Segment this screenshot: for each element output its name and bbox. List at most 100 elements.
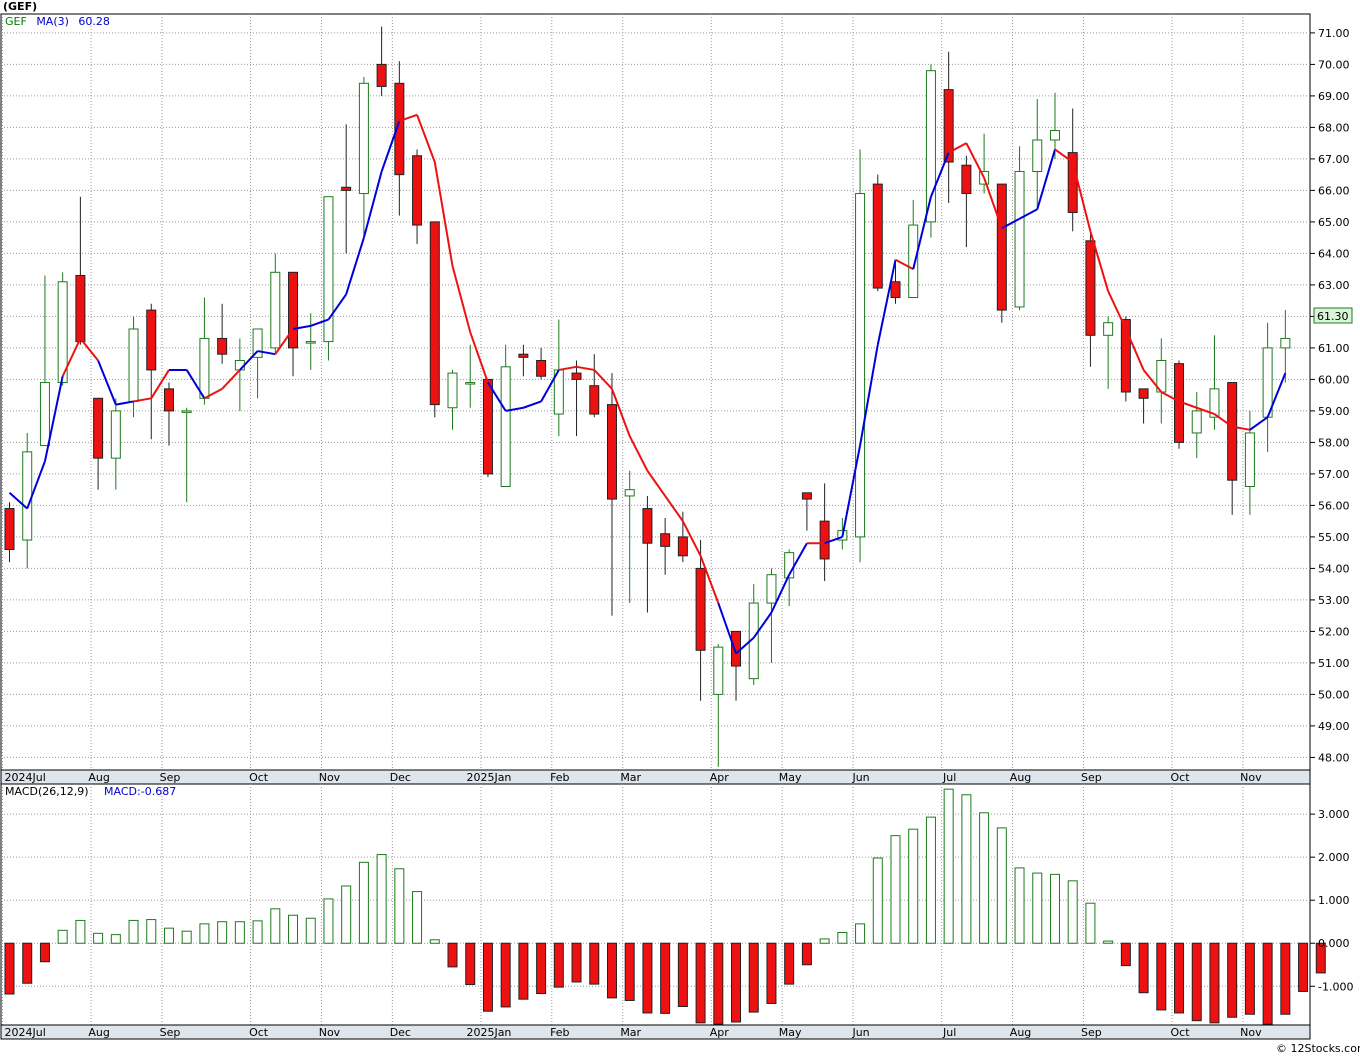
price-xtick-label: Jul	[942, 771, 956, 784]
candle	[961, 155, 972, 248]
macd-bar	[22, 942, 33, 984]
ma3-segment	[788, 542, 808, 576]
ma3-segment	[133, 397, 152, 403]
ma3-segment	[930, 152, 950, 198]
candle	[217, 303, 228, 364]
candle	[819, 483, 830, 581]
macd-bar	[642, 942, 653, 1014]
macd-bar	[695, 942, 706, 1024]
candle-body	[925, 70, 936, 223]
price-ytick-label: 61.00	[1318, 342, 1350, 355]
candle	[1244, 410, 1255, 515]
price-xtick-label: Oct	[249, 771, 269, 784]
ma3-segment	[752, 611, 773, 639]
candle	[252, 328, 263, 399]
candle	[1174, 360, 1185, 449]
price-ytick-label: 58.00	[1318, 436, 1350, 449]
candle-body	[482, 378, 493, 475]
macd-xtick-label: Nov	[1240, 1026, 1262, 1039]
candle-body	[199, 337, 210, 399]
macd-bar	[1209, 942, 1220, 1024]
price-xtick-label: Sep	[160, 771, 181, 784]
last-price-tag-bg	[1313, 307, 1353, 324]
macd-bar	[341, 885, 352, 944]
ma3-segment	[1266, 372, 1287, 418]
macd-bar	[677, 942, 688, 1007]
candle-body	[128, 328, 139, 402]
macd-bar	[1298, 942, 1309, 992]
price-ytick-label: 69.00	[1318, 90, 1350, 103]
macd-label: MACD(26,12,9)	[5, 785, 89, 798]
ma3-segment	[540, 369, 560, 402]
ma3-segment	[735, 636, 755, 655]
ma3-segment	[79, 337, 99, 362]
macd-bar	[748, 942, 759, 1013]
ma3-segment	[362, 171, 383, 238]
candle-body	[270, 271, 281, 349]
ma3-segment	[576, 365, 595, 371]
candle-body	[217, 337, 228, 355]
candle-body	[1120, 319, 1131, 393]
ma3-segment	[1142, 369, 1163, 393]
macd-bar	[589, 942, 600, 985]
macd-bar	[500, 942, 511, 1008]
macd-bar	[394, 868, 405, 944]
price-ytick-label: 71.00	[1318, 27, 1350, 40]
macd-bar	[518, 942, 529, 1000]
candle-body	[660, 533, 671, 547]
ma3-segment	[487, 382, 507, 412]
macd-title: MACD(26,12,9) MACD:-0.687	[5, 785, 176, 798]
candle	[181, 407, 192, 503]
macd-bar	[837, 931, 848, 944]
candle	[943, 51, 954, 203]
macd-xtick-label: Aug	[1010, 1026, 1031, 1039]
macd-bar	[801, 942, 812, 966]
macd-ytick-label: 0.000	[1318, 937, 1350, 950]
macd-bar	[1032, 872, 1043, 944]
macd-bar	[1049, 873, 1060, 944]
candle	[1103, 316, 1114, 389]
ma3-segment	[1107, 290, 1127, 330]
ma3-segment	[1071, 161, 1092, 232]
candle-body	[1191, 410, 1202, 434]
ma3-segment	[257, 350, 276, 356]
ma3-segment	[859, 344, 879, 446]
candle-body	[1049, 130, 1060, 141]
legend-ma-label: MA(3)	[36, 15, 69, 28]
candle	[163, 382, 174, 446]
macd-bar	[979, 812, 990, 944]
candle-body	[624, 489, 635, 497]
price-ytick-label: 57.00	[1318, 468, 1350, 481]
price-xtick-label: Nov	[1240, 771, 1262, 784]
ma3-segment	[1036, 149, 1056, 210]
candle-body	[305, 341, 316, 344]
ma3-segment	[8, 492, 28, 510]
candle-body	[1227, 382, 1238, 481]
macd-xtick-label: Nov	[319, 1026, 341, 1039]
candle	[1014, 146, 1025, 311]
candle-body	[819, 520, 830, 560]
macd-bar	[39, 942, 50, 963]
ma3-segment	[983, 177, 1003, 229]
candle	[447, 369, 458, 430]
candle	[624, 470, 635, 604]
candle	[358, 77, 369, 238]
candle-body	[1032, 139, 1043, 172]
macd-bar	[1067, 880, 1078, 944]
candle	[394, 61, 405, 216]
ma3-segment	[310, 318, 329, 327]
macd-xtick-label: Jun	[851, 1026, 869, 1039]
macd-xtick-label: Jul	[942, 1026, 956, 1039]
candle	[110, 398, 121, 490]
ma3-segment	[97, 360, 117, 405]
candle	[1138, 388, 1149, 424]
candle	[412, 149, 423, 244]
price-panel-frame	[0, 13, 1311, 771]
ma3-segment	[664, 495, 684, 522]
candle-body	[961, 164, 972, 195]
ma3-segment	[469, 331, 489, 383]
candle	[93, 397, 104, 490]
ma3-segment	[558, 365, 577, 371]
ma3-segment	[965, 142, 985, 179]
macd-bar	[1103, 940, 1114, 944]
